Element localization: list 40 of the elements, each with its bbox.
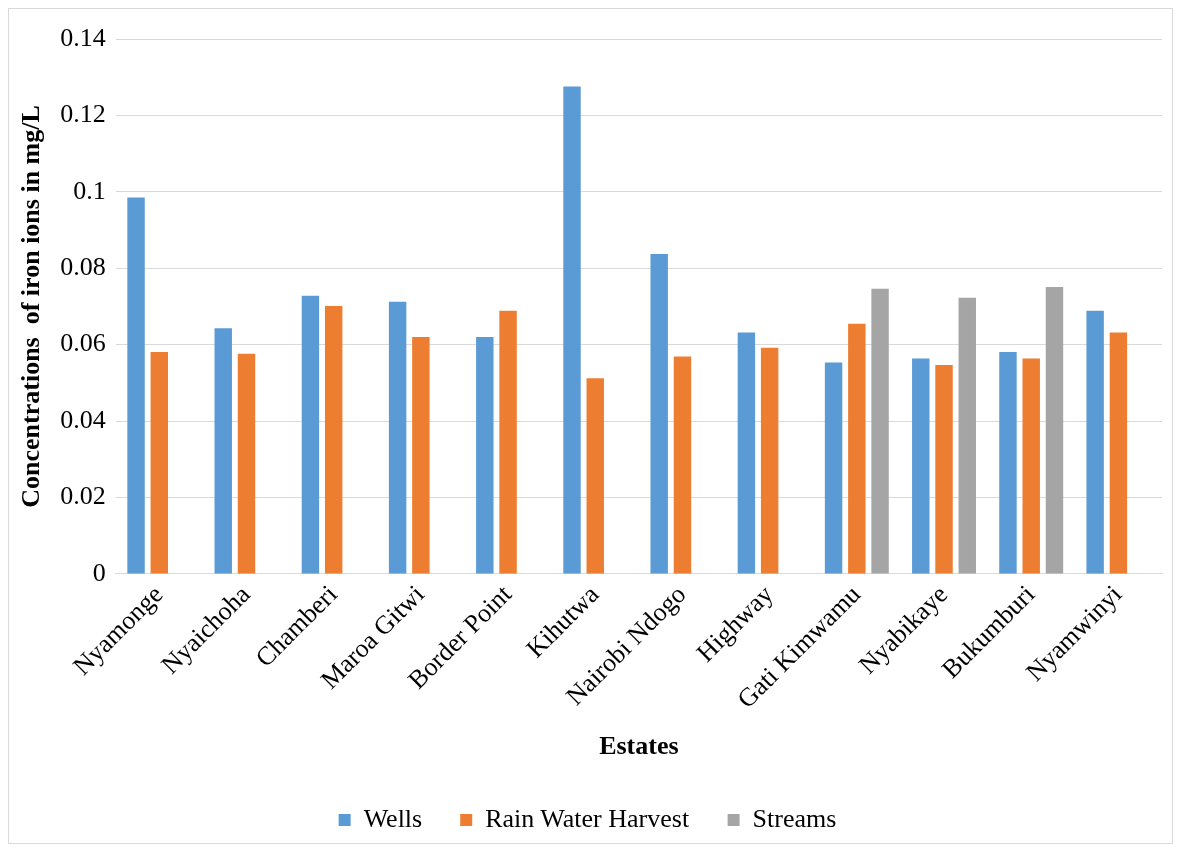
y-tick-label: 0.12 [60,99,106,129]
bar [958,297,976,574]
bar [912,358,930,574]
bar [871,288,889,574]
bar [127,197,145,574]
bar [737,332,756,574]
bar [760,347,779,574]
bar [214,328,232,574]
bar [673,356,692,574]
bar [1109,332,1128,574]
bar [412,337,430,574]
bar [999,351,1017,574]
bar [935,364,953,574]
legend-label: Streams [752,803,837,833]
bar [1045,286,1064,574]
y-tick-label: 0.02 [60,481,106,511]
bar [237,353,256,574]
bar [586,378,604,574]
bar [301,295,320,574]
y-tick-label: 0.04 [60,404,106,434]
bar [650,254,668,574]
bar [388,301,407,574]
bar [1022,358,1040,574]
bar [1086,310,1104,574]
bar [563,86,581,574]
x-axis-title: Estates [599,731,679,761]
bar [499,310,517,574]
y-tick-label: 0.14 [60,22,106,52]
bar [476,337,494,574]
y-tick-label: 0.1 [73,175,106,205]
legend-label: Rain Water Harvest [485,803,690,833]
bar [848,323,866,574]
y-tick-label: 0.08 [60,252,106,282]
y-tick-label: 0 [92,557,106,587]
bar [324,306,343,574]
bar [150,351,169,574]
bar [824,362,843,574]
legend-label: Wells [363,803,423,833]
y-tick-label: 0.06 [60,328,106,358]
y-axis-title: Concentrations of iron ions in mg/L [16,105,46,508]
